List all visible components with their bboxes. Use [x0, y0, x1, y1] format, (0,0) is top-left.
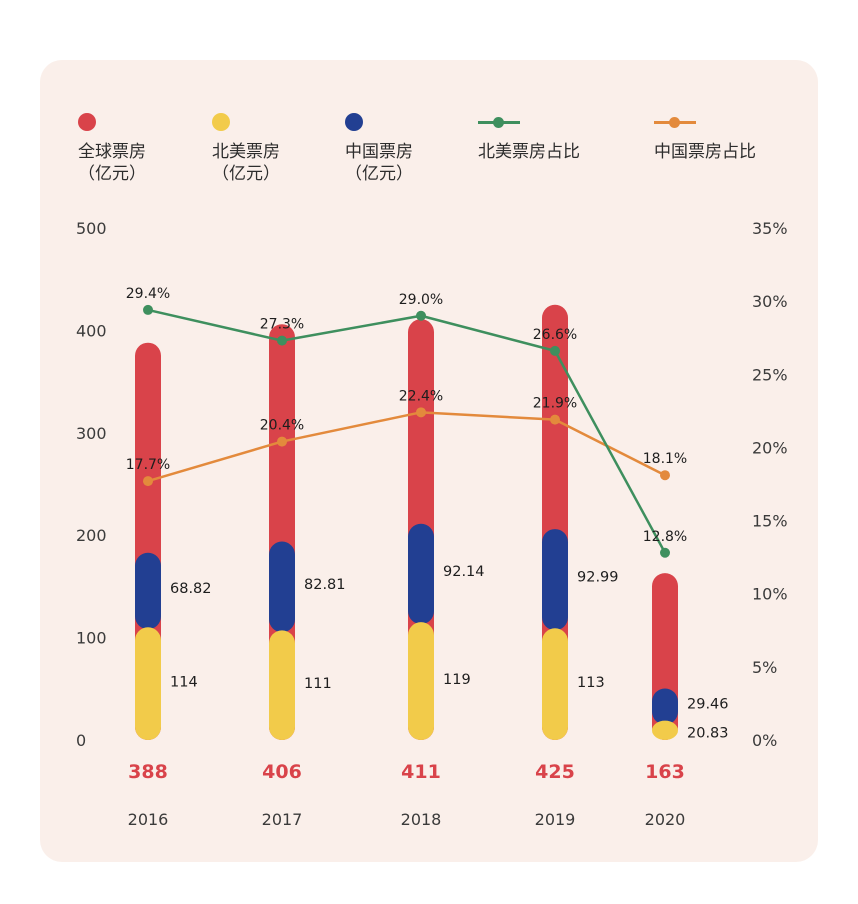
label-north-america-2016: 114 [170, 675, 198, 691]
legend-label-global: 全球票房 （亿元） [78, 142, 146, 184]
point-na-share-2018 [416, 310, 426, 321]
x-tick-2017: 2017 [262, 810, 303, 829]
label-north-america-2017: 111 [304, 676, 332, 692]
bar-north-america-2017 [269, 630, 295, 740]
point-china-share-2020 [660, 470, 670, 481]
label-north-america-2019: 113 [577, 675, 605, 691]
point-na-share-2020 [660, 547, 670, 558]
legend-label-north-america: 北美票房 （亿元） [212, 142, 280, 184]
y-right-tick-3: 20% [752, 438, 788, 457]
label-na-share-2019: 26.6% [533, 327, 577, 343]
x-tick-2019: 2019 [535, 810, 576, 829]
label-global-total-2017: 406 [262, 761, 302, 783]
label-global-total-2020: 163 [645, 761, 685, 783]
y-left-tick-100: 100 [76, 629, 107, 648]
label-china-share-2020: 18.1% [643, 451, 687, 467]
bar-north-america-2020 [652, 720, 678, 740]
point-na-share-2016 [143, 304, 153, 315]
label-north-america-2018: 119 [443, 672, 471, 688]
bar-china-2017 [269, 541, 295, 633]
label-china-2020: 29.46 [687, 697, 729, 713]
label-global-total-2019: 425 [535, 761, 575, 783]
legend-dot-north-america [212, 113, 230, 131]
label-na-share-2017: 27.3% [260, 317, 304, 333]
y-left-tick-0: 0 [76, 731, 86, 750]
y-right-tick-1: 30% [752, 292, 788, 311]
point-na-share-2017 [277, 335, 287, 346]
y-right-tick-7: 0% [752, 731, 777, 750]
bar-north-america-2018 [408, 622, 434, 740]
label-china-share-2016: 17.7% [126, 457, 170, 473]
y-left-tick-200: 200 [76, 526, 107, 545]
y-left-tick-500: 500 [76, 219, 107, 238]
y-right-tick-4: 15% [752, 512, 788, 531]
label-global-total-2018: 411 [401, 761, 441, 783]
legend-label-china: 中国票房 （亿元） [345, 142, 413, 184]
legend-label-china-share: 中国票房占比 [654, 142, 756, 162]
bar-north-america-2019 [542, 628, 568, 740]
x-tick-2018: 2018 [401, 810, 442, 829]
y-right-tick-6: 5% [752, 658, 777, 677]
label-china-2016: 68.82 [170, 581, 212, 597]
point-china-share-2017 [277, 436, 287, 447]
label-na-share-2020: 12.8% [643, 529, 687, 545]
y-left-tick-300: 300 [76, 424, 107, 443]
y-left-tick-400: 400 [76, 321, 107, 340]
legend-line-na-share [478, 113, 520, 131]
legend-dot-global [78, 113, 96, 131]
legend-label-na-share: 北美票房占比 [478, 142, 580, 162]
point-china-share-2019 [550, 414, 560, 425]
point-china-share-2016 [143, 476, 153, 487]
point-na-share-2019 [550, 345, 560, 356]
label-north-america-2020: 20.83 [687, 725, 729, 741]
label-china-2017: 82.81 [304, 577, 346, 593]
line-na-share [147, 308, 667, 554]
label-china-2018: 92.14 [443, 564, 485, 580]
bar-china-2018 [408, 523, 434, 625]
x-tick-2016: 2016 [128, 810, 169, 829]
bar-north-america-2016 [135, 627, 161, 740]
legend-line-china-share [654, 113, 696, 131]
y-right-tick-0: 35% [752, 219, 788, 238]
bar-china-2016 [135, 552, 161, 630]
y-right-tick-5: 10% [752, 585, 788, 604]
label-na-share-2016: 29.4% [126, 286, 170, 302]
label-china-share-2018: 22.4% [399, 388, 443, 404]
y-right-tick-2: 25% [752, 365, 788, 384]
line-china-share [147, 411, 666, 483]
point-china-share-2018 [416, 407, 426, 418]
legend-dot-china [345, 113, 363, 131]
label-china-2019: 92.99 [577, 570, 619, 586]
label-china-share-2017: 20.4% [260, 418, 304, 434]
label-na-share-2018: 29.0% [399, 292, 443, 308]
bar-china-2020 [652, 688, 678, 725]
bar-china-2019 [542, 529, 568, 631]
label-global-total-2016: 388 [128, 761, 168, 783]
x-tick-2020: 2020 [645, 810, 686, 829]
label-china-share-2019: 21.9% [533, 396, 577, 412]
